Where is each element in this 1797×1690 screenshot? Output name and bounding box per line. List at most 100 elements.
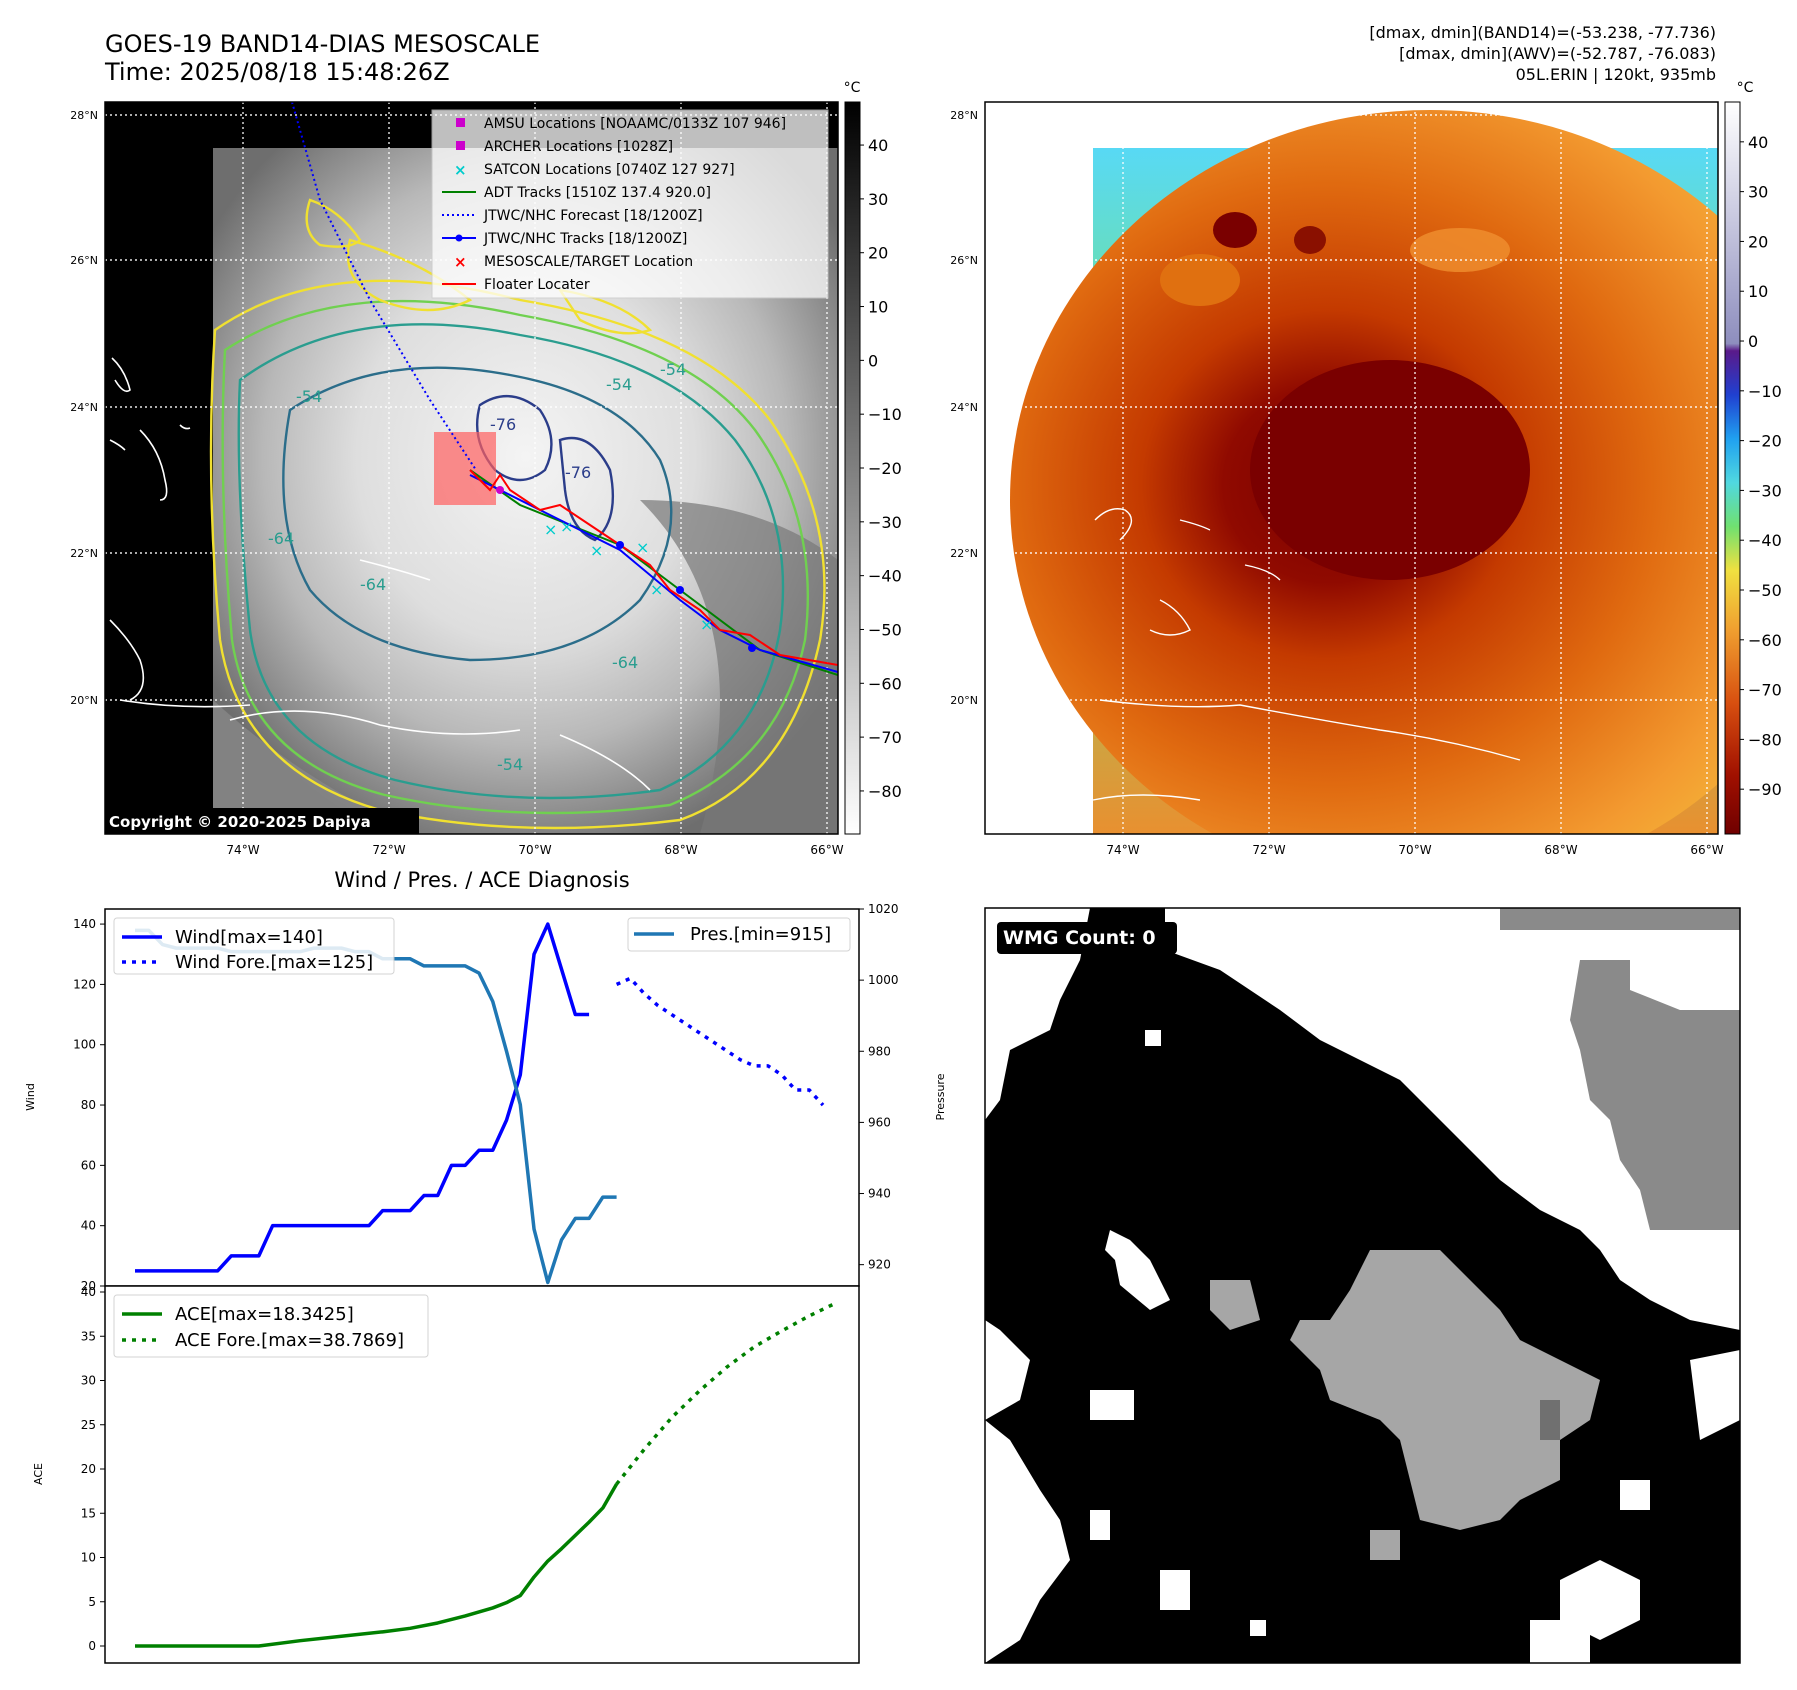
wmg-panel: WMG Count: 0 bbox=[984, 907, 1741, 1664]
colorbar-tick: −80 bbox=[1748, 730, 1782, 749]
colorbar-tick: 10 bbox=[868, 298, 888, 317]
figure-title: GOES-19 BAND14-DIAS MESOSCALE bbox=[105, 30, 540, 58]
colorbar-tick: 30 bbox=[1748, 183, 1768, 202]
y2-tick-label: 1020 bbox=[868, 902, 899, 916]
svg-text:×: × bbox=[544, 520, 557, 539]
lon-label: 72°W bbox=[1252, 843, 1285, 857]
y-tick-label: 20 bbox=[81, 1279, 96, 1293]
legend-marker: × bbox=[454, 253, 467, 271]
ir-map-panel: -54 -54 -64 -64 -76 -76 -54 -64 -54 bbox=[70, 101, 844, 857]
wind-pressure-chart: Wind / Pres. / ACE Diagnosis Wind Pressu… bbox=[24, 868, 947, 1293]
chart-title: Wind / Pres. / ACE Diagnosis bbox=[334, 868, 629, 892]
svg-text:×: × bbox=[560, 517, 573, 536]
series-line bbox=[135, 1483, 619, 1648]
y-tick-label: 10 bbox=[81, 1551, 96, 1565]
colorbar-tick: −30 bbox=[1748, 481, 1782, 500]
lat-label: 28°N bbox=[950, 109, 978, 122]
lat-label: 24°N bbox=[950, 401, 978, 414]
y-tick-label: 15 bbox=[81, 1506, 96, 1520]
lat-label: 20°N bbox=[950, 694, 978, 707]
colorbar-tick: −50 bbox=[1748, 581, 1782, 600]
y-tick-label: 140 bbox=[73, 917, 96, 931]
colorbar-tick: −30 bbox=[868, 513, 902, 532]
contour-label: -54 bbox=[660, 360, 686, 379]
contour-label: -64 bbox=[612, 653, 638, 672]
lat-label: 24°N bbox=[70, 401, 98, 414]
colorbar-tick: 0 bbox=[868, 351, 878, 370]
y-tick-label: 80 bbox=[81, 1098, 96, 1112]
y-tick-label: 20 bbox=[81, 1462, 96, 1476]
colorbar-tick: −70 bbox=[1748, 681, 1782, 700]
lon-label: 72°W bbox=[372, 843, 405, 857]
y2-tick-label: 920 bbox=[868, 1258, 891, 1272]
contour-label: -54 bbox=[296, 387, 322, 406]
legend-marker bbox=[456, 118, 465, 127]
lat-label: 26°N bbox=[950, 254, 978, 267]
legend-label: ACE Fore.[max=38.7869] bbox=[175, 1330, 404, 1351]
colorbar-tick: −20 bbox=[1748, 432, 1782, 451]
colorbar-tick: 0 bbox=[1748, 332, 1758, 351]
color-colorbar: °C 40 30 20 10 0 −10 −20 −30 −40 −50 −60 −70 −80 −90 bbox=[1724, 80, 1782, 835]
lat-label: 28°N bbox=[70, 109, 98, 122]
colorbar-tick: −90 bbox=[1748, 780, 1782, 799]
colorbar-unit: °C bbox=[844, 80, 861, 96]
y-tick-label: 40 bbox=[81, 1285, 96, 1299]
y2-tick-label: 940 bbox=[868, 1187, 891, 1201]
contour-label: -76 bbox=[565, 463, 591, 482]
legend-label: Pres.[min=915] bbox=[690, 924, 831, 945]
header-storm-info: 05L.ERIN | 120kt, 935mb bbox=[1516, 65, 1716, 84]
colorbar-tick: 20 bbox=[868, 244, 888, 263]
contour-label: -64 bbox=[268, 529, 294, 548]
colorbar-tick: −40 bbox=[1748, 531, 1782, 550]
contour-label: -54 bbox=[497, 755, 523, 774]
colorbar-tick: 10 bbox=[1748, 282, 1768, 301]
header-stats-awv: [dmax, dmin](AWV)=(-52.787, -76.083) bbox=[1399, 44, 1716, 63]
legend-label: Floater Locater bbox=[484, 277, 590, 293]
y-tick-label: 5 bbox=[88, 1595, 96, 1609]
ace-chart: ACE 0 5 10 15 20 25 30 35 40 ACE[max=18.3425] ACE… bbox=[32, 1285, 860, 1664]
copyright-label: Copyright © 2020-2025 Dapiya bbox=[109, 813, 371, 831]
lon-label: 66°W bbox=[1690, 843, 1723, 857]
colorbar-tick: −10 bbox=[868, 405, 902, 424]
colorbar-tick: −40 bbox=[868, 567, 902, 586]
y-tick-label: 40 bbox=[81, 1219, 96, 1233]
y-tick-label: 100 bbox=[73, 1038, 96, 1052]
lon-label: 70°W bbox=[518, 843, 551, 857]
legend-label: ADT Tracks [1510Z 137.4 920.0] bbox=[484, 185, 711, 201]
svg-text:×: × bbox=[590, 541, 603, 560]
colorbar-tick: −60 bbox=[1748, 631, 1782, 650]
lat-label: 22°N bbox=[70, 547, 98, 560]
lat-label: 22°N bbox=[950, 547, 978, 560]
colorbar-tick: 40 bbox=[868, 136, 888, 155]
lon-label: 74°W bbox=[1106, 843, 1139, 857]
y-tick-label: 30 bbox=[81, 1374, 96, 1388]
color-ir-map-panel: 28°N 26°N 24°N 22°N 20°N 74°W 72°W 70°W 68°W 66°W bbox=[950, 101, 1724, 857]
y2-tick-label: 1000 bbox=[868, 973, 899, 987]
legend-label: SATCON Locations [0740Z 127 927] bbox=[484, 162, 735, 178]
lon-label: 68°W bbox=[1544, 843, 1577, 857]
header-stats-band14: [dmax, dmin](BAND14)=(-53.238, -77.736) bbox=[1369, 23, 1716, 42]
colorbar-tick: −60 bbox=[868, 674, 902, 693]
colorbar-tick: −50 bbox=[868, 620, 902, 639]
y2-tick-label: 980 bbox=[868, 1044, 891, 1058]
lon-label: 74°W bbox=[226, 843, 259, 857]
colorbar-tick: −70 bbox=[868, 728, 902, 747]
map-legend: AMSU Locations [NOAAMC/0133Z 107 946] ARC… bbox=[431, 109, 829, 299]
y-tick-label: 25 bbox=[81, 1418, 96, 1432]
figure-time: Time: 2025/08/18 15:48:26Z bbox=[104, 58, 450, 86]
series-line bbox=[135, 922, 590, 1273]
colorbar-tick: −80 bbox=[868, 782, 902, 801]
contour-label: -76 bbox=[490, 415, 516, 434]
target-box bbox=[434, 432, 496, 505]
lat-label: 26°N bbox=[70, 254, 98, 267]
y-axis-label: Wind bbox=[24, 1083, 37, 1111]
y2-tick-label: 960 bbox=[868, 1115, 891, 1129]
colorbar-unit: °C bbox=[1737, 80, 1754, 96]
legend-label: Wind Fore.[max=125] bbox=[175, 952, 373, 973]
svg-text:×: × bbox=[636, 538, 649, 557]
legend-label: MESOSCALE/TARGET Location bbox=[484, 254, 693, 270]
svg-text:×: × bbox=[650, 580, 663, 599]
contour-label: -54 bbox=[606, 375, 632, 394]
y-tick-label: 35 bbox=[81, 1329, 96, 1343]
